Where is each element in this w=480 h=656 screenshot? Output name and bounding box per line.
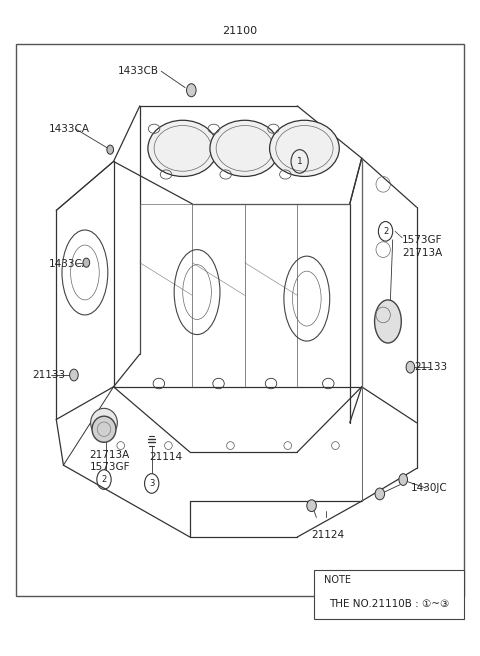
Text: 1430JC: 1430JC [411,483,447,493]
Ellipse shape [210,120,280,176]
Ellipse shape [307,500,316,512]
FancyBboxPatch shape [314,569,464,619]
Ellipse shape [270,120,339,176]
Text: 2: 2 [101,475,107,484]
Text: 2: 2 [383,227,388,236]
Text: 21133: 21133 [33,370,66,380]
Text: 1433CA: 1433CA [49,124,90,134]
Text: 21713A: 21713A [90,451,130,461]
Ellipse shape [83,258,90,267]
Ellipse shape [148,120,217,176]
Text: 1433CB: 1433CB [118,66,159,76]
Ellipse shape [406,361,415,373]
Text: 21713A: 21713A [402,248,443,258]
Text: 1573GF: 1573GF [402,235,443,245]
Text: 21124: 21124 [312,531,345,541]
Ellipse shape [91,408,117,437]
Text: 21100: 21100 [222,26,258,36]
Ellipse shape [70,369,78,381]
Ellipse shape [399,474,408,485]
Ellipse shape [107,145,114,154]
Text: 1433CA: 1433CA [49,259,90,269]
Ellipse shape [375,488,384,500]
Text: THE NO.21110B : ①~③: THE NO.21110B : ①~③ [329,600,449,609]
Ellipse shape [374,300,401,343]
Text: 1573GF: 1573GF [90,462,130,472]
Text: 1: 1 [297,157,302,166]
Text: NOTE: NOTE [324,575,351,585]
Bar [16,44,464,596]
Text: 21133: 21133 [414,362,447,372]
Ellipse shape [92,416,116,442]
Text: 21114: 21114 [149,452,182,462]
Ellipse shape [187,84,196,96]
Text: 3: 3 [149,479,155,488]
